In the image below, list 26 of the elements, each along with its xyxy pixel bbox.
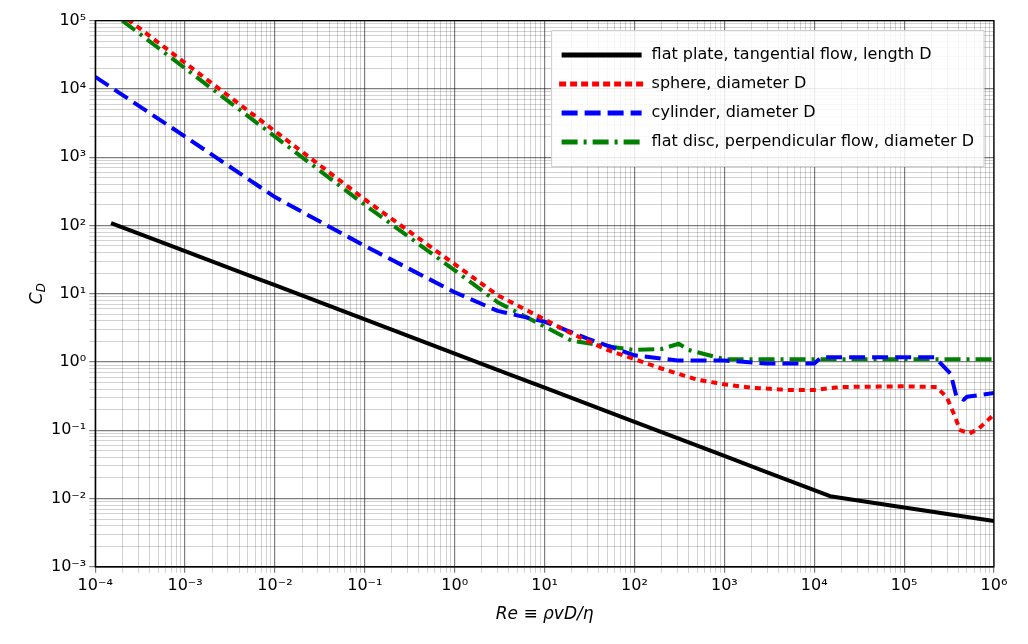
legend-label: flat disc, perpendicular flow, diameter D (651, 131, 975, 151)
y-tick-label: 10¹ (59, 282, 87, 302)
y-axis-title: CD (25, 283, 49, 305)
legend-label: flat plate, tangential flow, length D (651, 44, 932, 64)
x-tick-label: 10⁴ (800, 574, 828, 594)
x-tick-label: 10¹ (531, 574, 558, 594)
y-tick-label: 10³ (59, 146, 87, 166)
x-tick-label: 10⁻⁴ (77, 574, 113, 594)
x-tick-label: 10⁻² (257, 574, 293, 594)
x-tick-label: 10⁻¹ (347, 574, 383, 594)
legend-label: sphere, diameter D (651, 73, 807, 93)
y-tick-label: 10⁰ (59, 351, 87, 371)
y-tick-label: 10⁻¹ (51, 419, 87, 439)
x-axis-title: Re ≡ ρvD/η (495, 603, 594, 624)
y-tick-label: 10⁵ (59, 9, 87, 29)
x-tick-label: 10³ (710, 574, 738, 594)
legend-label: cylinder, diameter D (651, 102, 816, 122)
x-tick-label: 10⁰ (441, 574, 469, 594)
y-tick-label: 10⁻³ (51, 555, 87, 575)
x-tick-label: 10⁶ (980, 574, 1008, 594)
x-tick-label: 10⁻³ (167, 574, 203, 594)
x-tick-label: 10⁵ (890, 574, 918, 594)
y-tick-label: 10⁻² (51, 487, 87, 507)
y-tick-label: 10² (59, 214, 87, 234)
y-tick-label: 10⁴ (59, 78, 87, 98)
x-tick-label: 10² (621, 574, 648, 594)
